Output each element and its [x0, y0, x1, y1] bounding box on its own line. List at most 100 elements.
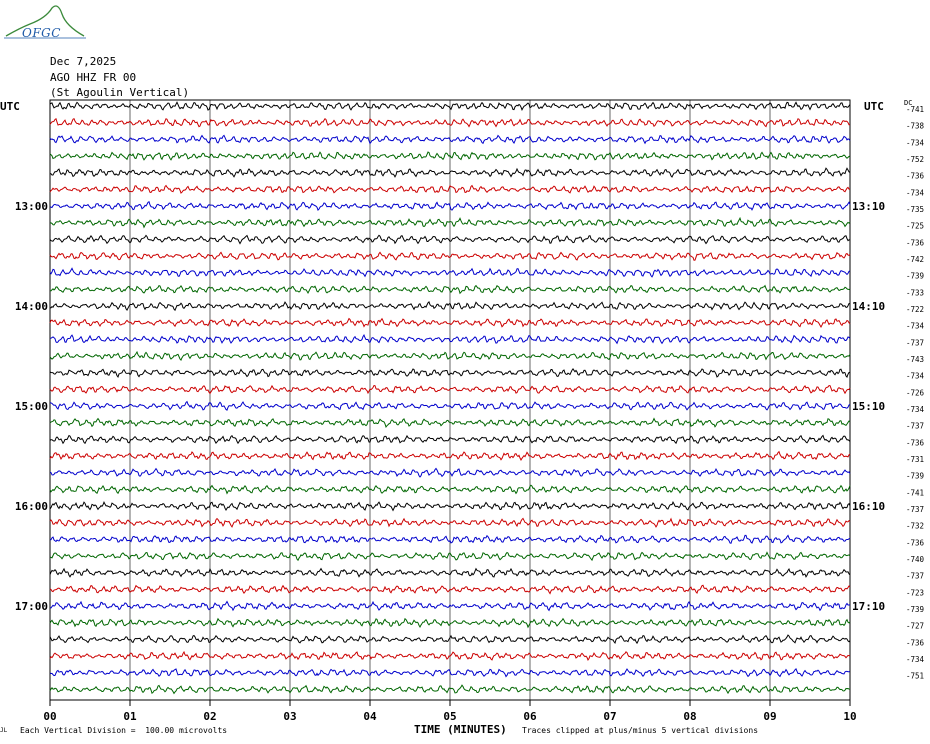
x-tick-label: 02: [203, 710, 216, 723]
trace-line: [49, 434, 851, 445]
ofgc-logo-icon: [4, 5, 86, 39]
trace-line: [49, 251, 851, 261]
station-code: AGO HHZ FR 00: [50, 71, 137, 84]
trace-line: [49, 216, 851, 229]
right-hour-label: 13:10: [852, 200, 885, 213]
trace-line: [49, 234, 851, 245]
dc-offset-label: -739: [906, 272, 924, 281]
trace-line: [49, 151, 851, 161]
dc-offset-label: -734: [906, 322, 925, 331]
trace-line: [49, 184, 850, 194]
x-tick-label: 07: [603, 710, 616, 723]
trace-line: [49, 534, 851, 544]
trace-line: [49, 317, 851, 329]
trace-line: [49, 668, 851, 678]
right-hour-label: 14:10: [852, 300, 885, 313]
dc-offset-label: -723: [906, 588, 924, 597]
trace-line: [49, 567, 851, 578]
left-hour-label: 14:00: [15, 300, 48, 313]
x-tick-label: 04: [363, 710, 377, 723]
left-utc-label: UTC: [0, 100, 20, 113]
left-hour-label: 17:00: [15, 600, 48, 613]
trace-line: [49, 167, 851, 178]
dc-offset-label: -735: [906, 205, 924, 214]
dc-offset-label: -739: [906, 472, 924, 481]
trace-line: [49, 400, 851, 411]
trace-line: [49, 367, 851, 379]
x-axis-title: TIME (MINUTES): [414, 723, 507, 736]
dc-offset-label: -733: [906, 288, 924, 297]
dc-offset-label: -751: [906, 672, 924, 681]
trace-line: [49, 650, 851, 661]
dc-offset-label: -727: [906, 622, 924, 631]
x-tick-label: 01: [123, 710, 137, 723]
dc-offset-label: -737: [906, 338, 924, 347]
trace-line: [49, 417, 851, 428]
dc-offset-label: -731: [906, 455, 924, 464]
dc-header: DC: [904, 99, 912, 107]
dc-offset-label: -734: [906, 372, 925, 381]
dc-offset-label: -738: [906, 122, 925, 131]
trace-line: [49, 201, 851, 212]
dc-offset-label: -739: [906, 605, 924, 614]
corner-mark: JL: [0, 727, 8, 734]
dc-offset-label: -736: [906, 438, 925, 447]
left-hour-label: 15:00: [15, 400, 48, 413]
trace-line: [49, 484, 851, 495]
trace-line: [49, 600, 851, 612]
x-tick-label: 09: [763, 710, 776, 723]
trace-line: [49, 101, 851, 111]
dc-offset-label: -737: [906, 422, 924, 431]
x-tick-label: 05: [443, 710, 456, 723]
record-date: Dec 7,2025: [50, 55, 117, 68]
x-tick-label: 10: [843, 710, 856, 723]
right-hour-label: 17:10: [852, 600, 885, 613]
trace-line: [49, 350, 851, 362]
dc-offset-label: -722: [906, 305, 924, 314]
trace-line: [49, 684, 851, 695]
trace-line: [49, 617, 851, 629]
dc-offset-label: -741: [906, 105, 924, 114]
dc-offset-label: -734: [906, 655, 925, 664]
trace-line: [49, 284, 851, 295]
trace-line: [49, 450, 851, 462]
trace-line: [49, 467, 851, 478]
dc-offset-label: -742: [906, 255, 924, 264]
x-tick-label: 06: [523, 710, 537, 723]
trace-line: [49, 634, 851, 645]
dc-offset-label: -736: [906, 538, 925, 547]
dc-offset-label: -734: [906, 138, 925, 147]
right-hour-label: 16:10: [852, 500, 885, 513]
scale-note: Each Vertical Division = 100.00 microvol…: [20, 726, 228, 735]
trace-line: [49, 551, 851, 562]
trace-line: [49, 584, 851, 595]
dc-offset-label: -743: [906, 355, 924, 364]
dc-offset-label: -737: [906, 572, 924, 581]
trace-line: [49, 300, 851, 312]
right-utc-label: UTC: [864, 100, 884, 113]
dc-offset-label: -732: [906, 522, 924, 531]
dc-offset-label: -736: [906, 238, 925, 247]
dc-offset-label: -736: [906, 638, 925, 647]
dc-offset-label: -740: [906, 555, 925, 564]
dc-offset-label: -741: [906, 488, 924, 497]
left-hour-label: 13:00: [15, 200, 48, 213]
dc-offset-label: -736: [906, 172, 925, 181]
trace-line: [49, 517, 851, 528]
trace-line: [49, 500, 851, 512]
x-tick-label: 08: [683, 710, 696, 723]
trace-line: [49, 117, 851, 128]
x-tick-label: 03: [283, 710, 296, 723]
dc-offset-label: -726: [906, 388, 925, 397]
dc-offset-label: -725: [906, 222, 924, 231]
dc-offset-label: -734: [906, 188, 925, 197]
trace-line: [49, 384, 851, 395]
x-tick-label: 00: [43, 710, 56, 723]
trace-line: [49, 134, 851, 145]
right-hour-label: 15:10: [852, 400, 885, 413]
dc-offset-label: -752: [906, 155, 924, 164]
station-name: (St Agoulin Vertical): [50, 86, 190, 99]
dc-offset-label: -734: [906, 405, 925, 414]
trace-line: [49, 334, 851, 345]
